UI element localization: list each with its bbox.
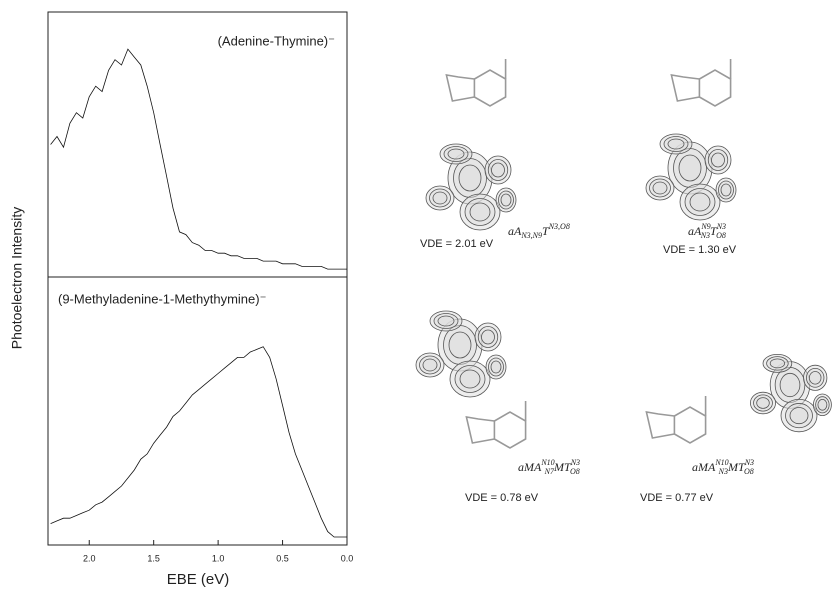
orbital (416, 311, 506, 397)
x-tick-label: 1.5 (147, 553, 160, 563)
label-part: N3 (718, 467, 728, 476)
ring (494, 412, 525, 448)
x-tick-label: 0.5 (276, 553, 289, 563)
y-axis-label: Photoelectron Intensity (9, 207, 25, 349)
orbital-lobe (482, 330, 495, 344)
panel-title: (Adenine-Thymine)⁻ (218, 33, 335, 48)
ring (674, 407, 705, 443)
orbital-lobe (438, 316, 454, 326)
orbital-lobe (757, 398, 770, 409)
x-tick-label: 0.0 (341, 553, 354, 563)
figure: (Adenine-Thymine)⁻ Photoelectron Intensit… (0, 0, 835, 594)
structure-label: aAN3,N9TN3,O8 (508, 222, 570, 240)
molecule (446, 59, 505, 106)
x-tick-label: 1.0 (212, 553, 225, 563)
ring (699, 70, 730, 106)
molecule (671, 59, 730, 106)
vde-label: VDE = 1.30 eV (663, 244, 737, 256)
label-part: O8 (570, 467, 580, 476)
orbital-lobe (433, 192, 447, 204)
orbital-lobe (653, 182, 667, 194)
ring (446, 75, 474, 101)
orbital-lobe (459, 165, 481, 191)
orbital-lobe (448, 149, 464, 159)
x-tick-label: 2.0 (83, 553, 96, 563)
orbital-lobe (770, 359, 784, 368)
orbital-lobe (423, 359, 437, 371)
orbital-lobe (449, 332, 471, 358)
orbital-lobe (470, 203, 490, 221)
label-part: N10 (714, 458, 728, 467)
x-axis-label: EBE (eV) (167, 571, 230, 588)
spectrum-line (51, 49, 347, 269)
label-part: aMA (692, 460, 716, 474)
label-part: N3,O8 (548, 222, 570, 231)
label-part: N3 (744, 458, 754, 467)
label-part: aA (508, 224, 522, 238)
orbital (646, 134, 736, 220)
orbital-lobe (780, 373, 800, 396)
orbital (750, 354, 831, 431)
orbital-lobe (818, 399, 827, 410)
orbital-lobe (492, 163, 505, 177)
ring (466, 417, 494, 443)
orbital-lobe (690, 193, 710, 211)
orbital-lobe (460, 370, 480, 388)
orbital-lobe (809, 372, 821, 385)
label-part: N10 (540, 458, 554, 467)
spectrum-line (51, 347, 347, 537)
orbital (426, 144, 516, 230)
vde-label: VDE = 0.77 eV (640, 492, 714, 504)
ring (474, 70, 505, 106)
orbital-lobe (679, 155, 701, 181)
label-part: N3 (570, 458, 580, 467)
label-part: N3 (716, 222, 726, 231)
label-part: N3 (700, 231, 710, 240)
ring (671, 75, 699, 101)
ring (646, 412, 674, 438)
page: {"chart_data": [ {"type": "line", "title… (0, 0, 835, 594)
label-part: O8 (744, 467, 754, 476)
orbital-lobe (491, 361, 501, 373)
molecule (646, 396, 705, 443)
orbital-lobe (721, 184, 731, 196)
molecule (466, 401, 525, 448)
vde-label: VDE = 2.01 eV (420, 238, 494, 250)
orbital-lobe (668, 139, 684, 149)
orbital-lobe (712, 153, 725, 167)
orbital-lobe (790, 408, 808, 424)
orbital-lobe (501, 194, 511, 206)
plot-frame (48, 12, 347, 545)
label-part: O8 (716, 231, 726, 240)
panel-title: (9-Methyladenine-1-Methythymine)⁻ (58, 291, 266, 306)
vde-label: VDE = 0.78 eV (465, 492, 539, 504)
label-part: N3,N9 (520, 231, 542, 240)
label-part: aMA (518, 460, 542, 474)
